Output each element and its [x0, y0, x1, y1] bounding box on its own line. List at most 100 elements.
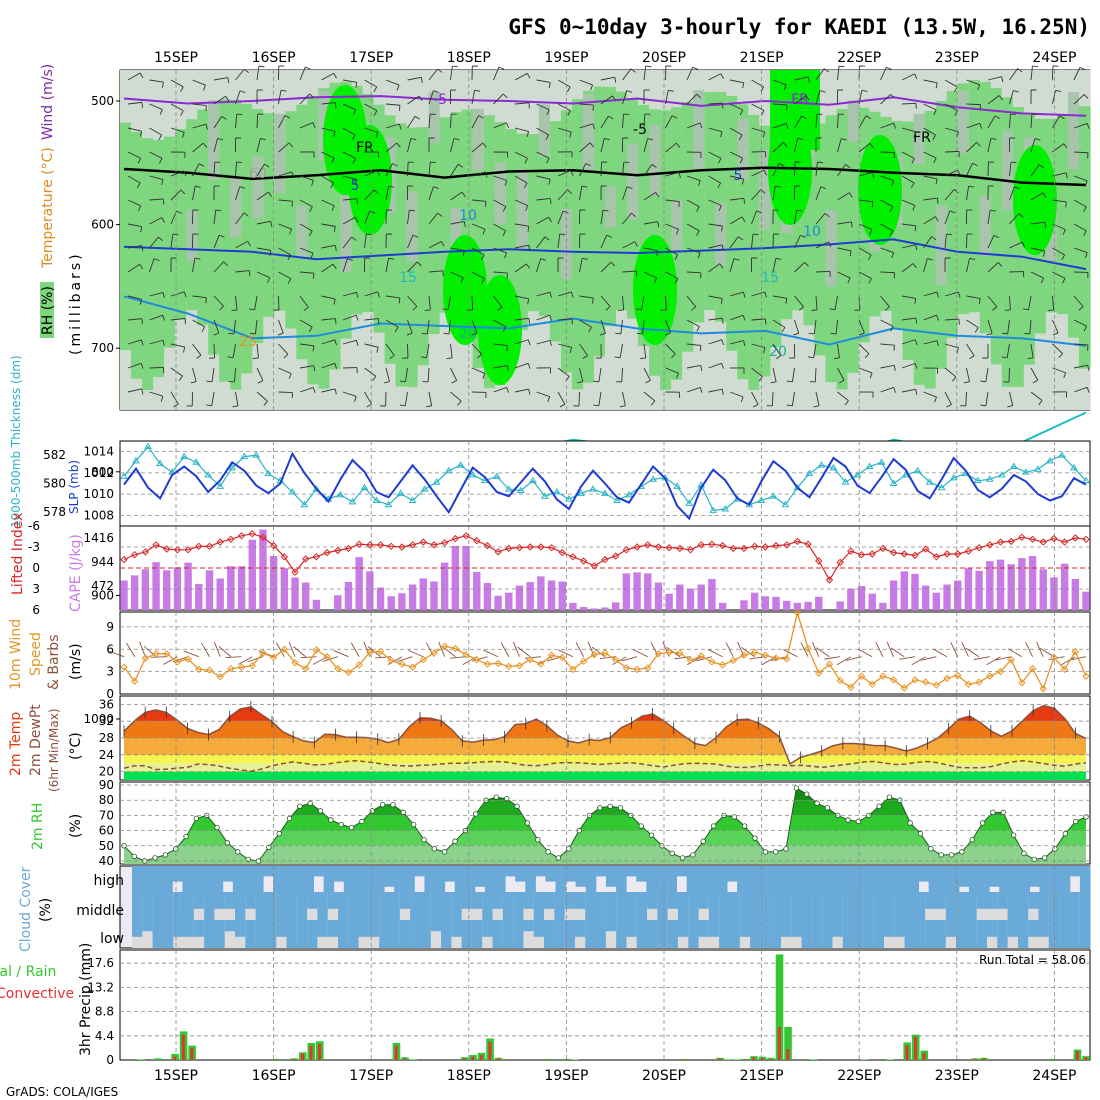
wind-barb	[1052, 247, 1065, 256]
lifted-index-marker	[141, 548, 150, 556]
wind-barb-flag	[1086, 123, 1090, 129]
wind10-barb	[238, 656, 253, 665]
wind-barb-flag	[615, 332, 621, 335]
wind-barb	[278, 247, 291, 256]
wind-barb-flag	[461, 191, 466, 198]
date-tick-label: 15SEP	[154, 50, 198, 66]
wind10-marker	[515, 661, 524, 670]
cloud-cell-empty	[224, 920, 236, 948]
rh-band	[124, 845, 1086, 864]
wind-barb-flag	[978, 298, 981, 305]
wind-barb-flag	[355, 82, 358, 88]
wind-barb-flag	[717, 182, 722, 189]
wind-barb	[127, 199, 141, 207]
wind-barb-flag	[389, 354, 395, 359]
lifted-index-marker	[398, 543, 406, 551]
wind10-barb	[225, 656, 242, 658]
wind-barb-flag	[696, 230, 700, 236]
wind-barb	[944, 318, 959, 321]
wind-barb-flag	[634, 241, 638, 247]
wind10-barb	[438, 641, 446, 657]
rh-marker	[1052, 846, 1058, 852]
wind10-barb	[408, 649, 424, 658]
wind-barb	[665, 319, 672, 334]
wind-barb-flag	[997, 262, 1003, 267]
wind-barb-flag	[418, 95, 423, 101]
wind-barb-flag	[585, 163, 591, 167]
wind-barb-flag	[260, 137, 266, 141]
wind-barb	[557, 169, 572, 177]
wind-barb	[342, 391, 357, 397]
date-tick-label: 23SEP	[935, 1068, 979, 1084]
wind-barb-flag	[626, 186, 633, 190]
rh-marker	[824, 805, 831, 811]
y-tick-label: 578	[43, 505, 66, 519]
wind-barb-flag	[974, 327, 979, 333]
wind-barb-flag	[161, 179, 164, 186]
cloud-cell	[811, 892, 823, 920]
wind-barb-flag	[604, 137, 610, 141]
y-tick-label: 1416	[83, 531, 114, 545]
chart-title: GFS 0~10day 3-hourly for KAEDI (13.5W, 1…	[508, 15, 1090, 39]
cloud-cell	[399, 920, 411, 948]
cloud-cell	[676, 866, 688, 877]
wind10-barb	[708, 649, 723, 658]
cape-bar	[355, 557, 363, 610]
thickness-marker	[889, 479, 898, 486]
wind-barb-flag	[287, 278, 292, 284]
thickness-marker	[360, 483, 369, 491]
wind-barb	[579, 343, 588, 356]
wind-barb-flag	[752, 233, 759, 236]
lifted-index-marker	[237, 532, 246, 540]
wind-barb	[622, 270, 637, 273]
temp-band	[124, 771, 1086, 780]
wind-barb	[278, 115, 286, 129]
cloud-cell	[410, 920, 421, 948]
cloud-cell	[255, 920, 267, 948]
wind10-barb	[824, 656, 841, 660]
wind-barb	[1008, 367, 1010, 383]
cloud-cell	[646, 866, 657, 892]
rh-marker	[410, 821, 417, 828]
rh-marker	[845, 817, 851, 823]
wind-barb-flag	[482, 373, 486, 379]
lifted-index-marker	[783, 541, 791, 549]
rh-marker	[1041, 855, 1048, 861]
cloud-cell	[513, 920, 524, 948]
rh-marker	[400, 809, 406, 816]
wind-barb	[536, 175, 551, 180]
cloud-cell	[1017, 892, 1029, 920]
rh-marker	[928, 846, 934, 852]
cloud-cell	[575, 866, 587, 887]
wind-barb-flag	[741, 216, 746, 222]
cloud-cell	[379, 920, 391, 948]
wind-barb	[256, 191, 269, 201]
wind10-marker	[323, 653, 331, 661]
wind-barb-flag	[162, 292, 165, 298]
wind10-marker	[847, 683, 855, 691]
wind-barb-flag	[691, 306, 697, 311]
wind-barb	[321, 339, 335, 345]
wind-barb	[686, 199, 700, 208]
wind-barb	[858, 172, 873, 177]
wind-barb	[880, 199, 893, 208]
precip-convective-bar	[547, 1059, 551, 1060]
cloud-cell	[451, 920, 463, 937]
rh-legend-swatch	[40, 282, 54, 338]
wind-barb	[127, 223, 142, 228]
rh-cell-moist	[726, 95, 738, 351]
thickness-marker	[817, 461, 826, 468]
rh-marker	[369, 808, 375, 814]
rh-cell-moist	[472, 110, 485, 369]
wind10-marker	[216, 673, 224, 681]
wind-barb	[364, 234, 367, 249]
wind-barb-flag	[914, 363, 918, 369]
wind-barb-flag	[567, 189, 572, 194]
wind-barb	[149, 103, 163, 110]
wind-barb-flag	[373, 86, 378, 92]
lifted-index-marker	[1007, 537, 1015, 546]
wind-barb-flag	[416, 261, 422, 267]
rh-marker	[607, 803, 613, 809]
rh-marker	[597, 805, 603, 811]
